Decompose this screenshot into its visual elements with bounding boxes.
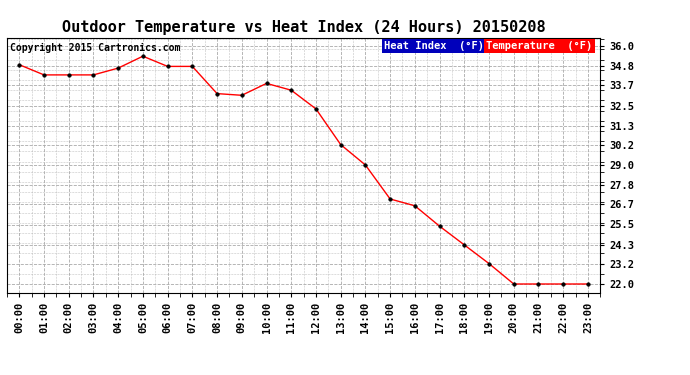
Text: Temperature  (°F): Temperature (°F) xyxy=(486,41,593,51)
Title: Outdoor Temperature vs Heat Index (24 Hours) 20150208: Outdoor Temperature vs Heat Index (24 Ho… xyxy=(62,20,545,35)
Text: Heat Index  (°F): Heat Index (°F) xyxy=(384,41,484,51)
Text: Copyright 2015 Cartronics.com: Copyright 2015 Cartronics.com xyxy=(10,43,180,52)
